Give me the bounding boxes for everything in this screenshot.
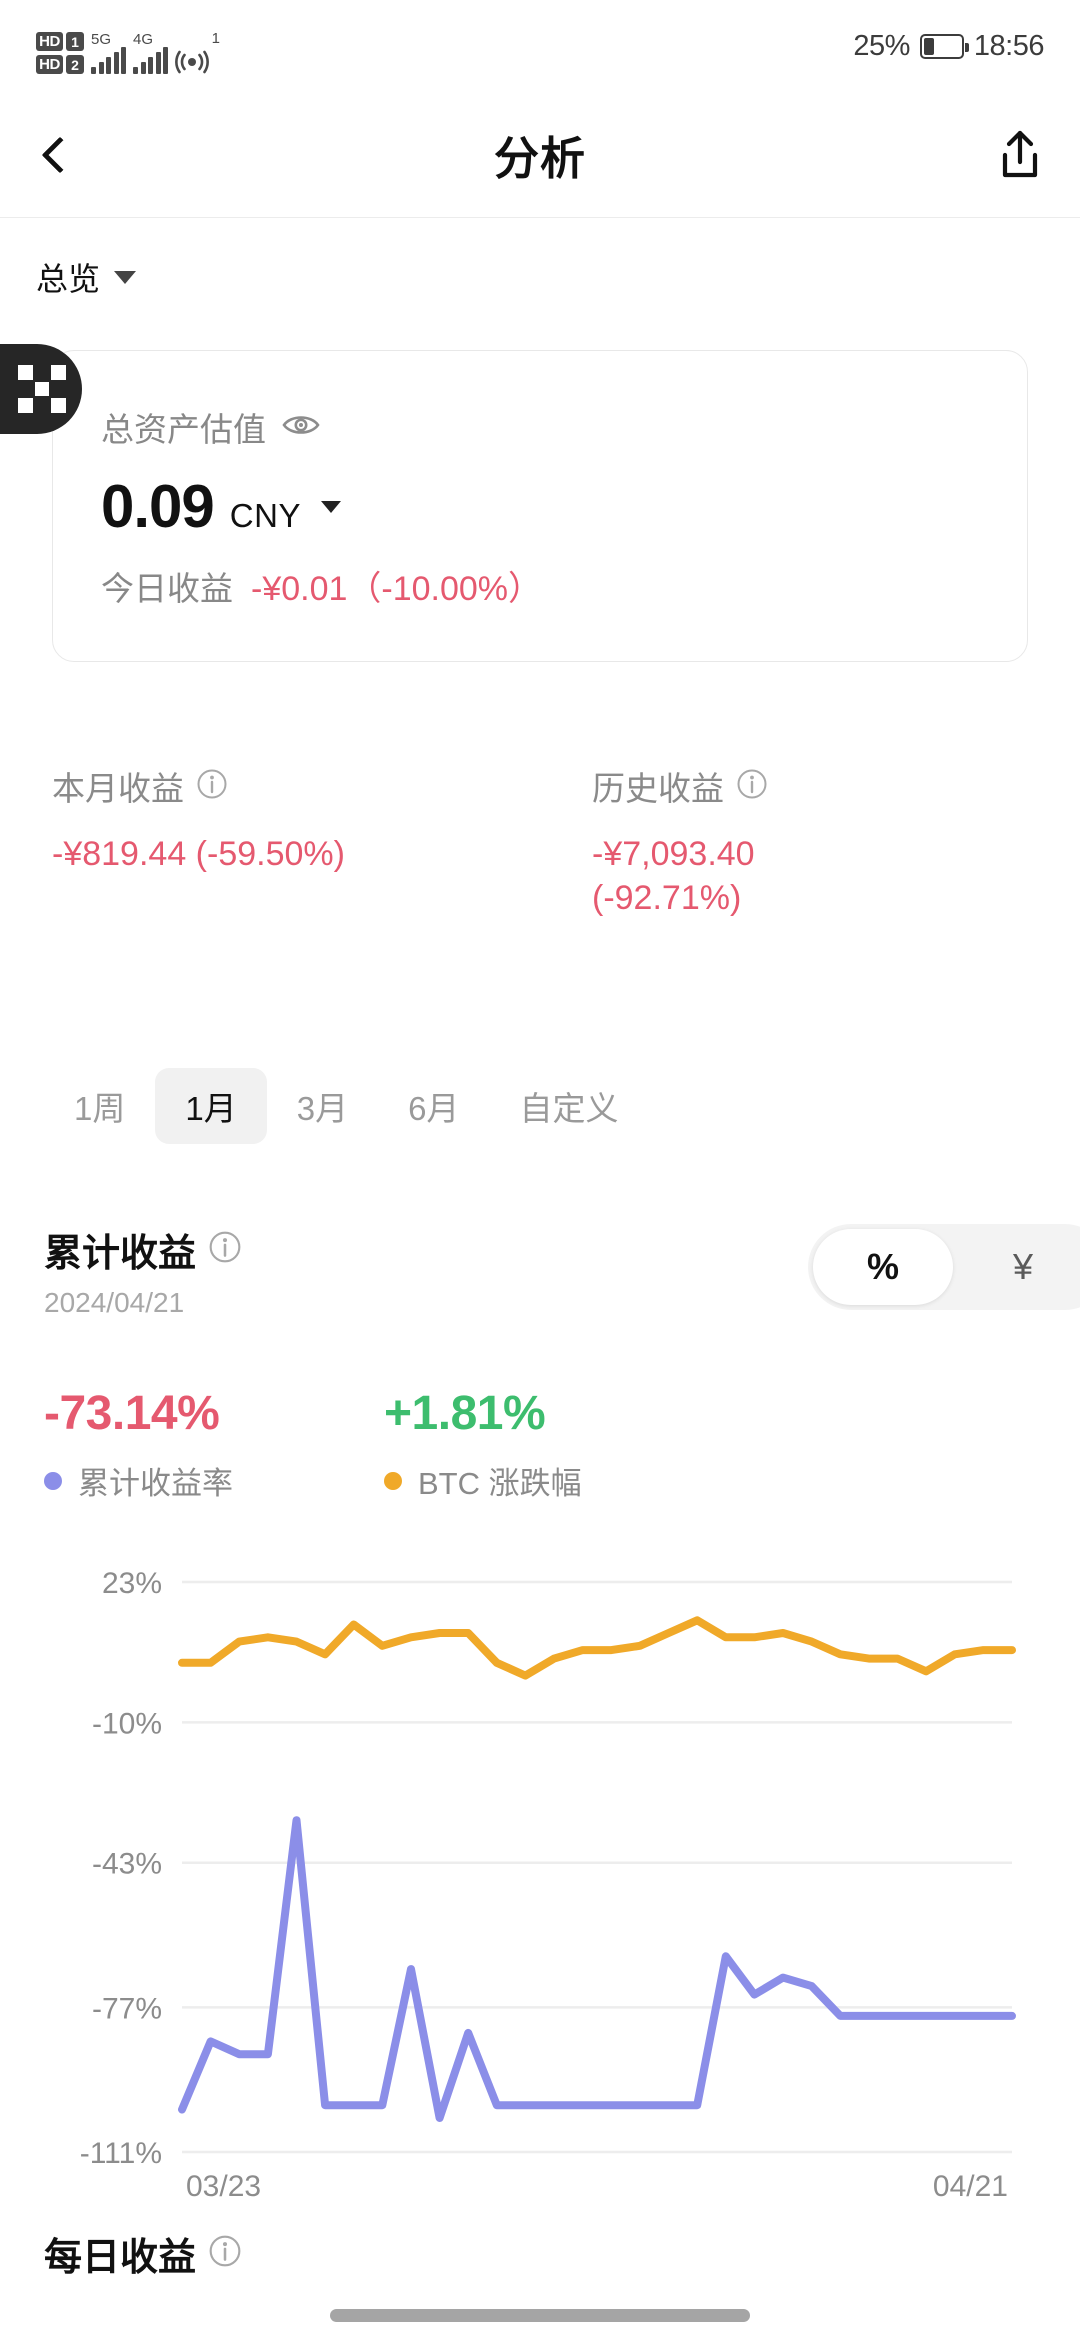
x-axis-tick-label: 03/23	[186, 2170, 261, 2200]
back-button[interactable]	[0, 136, 120, 173]
overview-label: 总览	[36, 261, 101, 297]
battery-icon	[919, 33, 969, 59]
chevron-left-icon	[41, 136, 79, 173]
signal-bars-icon	[91, 47, 126, 74]
hd-badge-icon: HD	[36, 32, 63, 51]
total-asset-amount: 0.09	[101, 473, 215, 540]
hd-badge-icon: HD	[36, 55, 63, 74]
chevron-down-icon	[114, 270, 137, 284]
total-asset-label-row: 总资产估值	[101, 403, 979, 451]
pnl-stats-grid: 本月收益 -¥819.44 (-59.50%) 历史收益	[52, 762, 1028, 920]
month-pnl-value: -¥819.44 (-59.50%)	[52, 835, 345, 873]
share-upload-icon	[1002, 130, 1038, 177]
legend-value-cumulative: -73.14%	[44, 1387, 220, 1440]
clock-label: 18:56	[973, 29, 1045, 62]
hotspot-icon	[175, 50, 209, 74]
y-axis-tick-label: -77%	[92, 1992, 162, 2025]
unit-toggle-currency[interactable]: ¥	[1012, 1246, 1034, 1287]
total-asset-amount-row: 0.09 CNY	[101, 477, 979, 537]
overview-selector[interactable]: 总览	[36, 254, 137, 300]
legend-label-cumulative: 累计收益率	[78, 1466, 233, 1501]
cumulative-pnl-date: 2024/04/21	[44, 1287, 185, 1318]
daily-pnl-title: 每日收益	[44, 2237, 197, 2279]
okx-logo-badge[interactable]	[0, 344, 82, 434]
sim2-indicator: HD 2	[36, 55, 84, 74]
sim2-number-icon: 2	[66, 55, 84, 74]
share-button[interactable]	[960, 129, 1080, 181]
total-asset-label: 总资产估值	[101, 411, 266, 448]
chart-series-line	[178, 1816, 1016, 2122]
home-indicator[interactable]	[330, 2309, 750, 2322]
info-icon[interactable]	[208, 2234, 242, 2273]
navigation-bar: 分析	[0, 92, 1080, 218]
legend-item-cumulative: -73.14% 累计收益率	[44, 1390, 384, 1503]
history-pnl-block: 历史收益 -¥7,093.40 (-92.71%)	[540, 762, 1028, 920]
network-type-label: 4G	[133, 31, 154, 48]
signal-4g: 4G	[133, 32, 168, 74]
y-axis-tick-label: 23%	[102, 1567, 162, 1600]
period-tab-6month[interactable]: 6月	[408, 1090, 460, 1127]
eye-icon[interactable]	[282, 411, 320, 444]
battery-percent-label: 25%	[853, 29, 910, 62]
legend-dot-icon	[44, 1471, 62, 1490]
month-pnl-label: 本月收益	[52, 770, 184, 807]
page-title: 分析	[493, 133, 586, 184]
status-bar-right: 25% 18:56	[853, 30, 1044, 63]
y-axis-tick-label: -111%	[80, 2137, 162, 2170]
cumulative-pnl-chart[interactable]: 23% -10% -43% -77% -111% 03/23 04/21	[0, 1540, 1080, 2200]
history-pnl-label: 历史收益	[592, 770, 724, 807]
legend-label-btc: BTC 涨跌幅	[418, 1466, 582, 1501]
signal-bars-icon	[133, 47, 168, 74]
legend-item-btc: +1.81% BTC 涨跌幅	[384, 1390, 724, 1503]
chart-legend: -73.14% 累计收益率 +1.81% BTC 涨跌幅	[44, 1390, 1044, 1503]
sim1-indicator: HD 1	[36, 32, 84, 51]
period-tab-1week[interactable]: 1周	[74, 1090, 126, 1127]
unit-toggle-percent[interactable]: %	[813, 1229, 953, 1305]
today-pnl-value: -¥0.01（-10.00%）	[251, 570, 543, 608]
okx-logo-icon	[18, 365, 66, 413]
period-tab-custom[interactable]: 自定义	[519, 1090, 619, 1127]
daily-pnl-header: 每日收益	[44, 2226, 242, 2281]
legend-value-btc: +1.81%	[384, 1387, 546, 1440]
month-pnl-block: 本月收益 -¥819.44 (-59.50%)	[52, 762, 540, 920]
period-tab-3month[interactable]: 3月	[296, 1090, 349, 1127]
legend-dot-icon	[384, 1471, 402, 1490]
chart-series-line	[178, 1616, 1016, 1680]
chart-canvas[interactable]: 23% -10% -43% -77% -111% 03/23 04/21	[0, 1540, 1080, 2200]
period-tabs: 1周 1月 3月 6月 自定义	[44, 1068, 648, 1144]
signal-5g: 5G	[91, 32, 126, 74]
y-axis-tick-label: -43%	[92, 1848, 162, 1881]
cumulative-pnl-header: 累计收益 2024/04/21	[44, 1222, 242, 1319]
network-type-label: 5G	[91, 31, 112, 48]
status-bar-left: HD 1 HD 2 5G 4G	[36, 18, 220, 74]
status-bar: HD 1 HD 2 5G 4G	[0, 0, 1080, 92]
asset-summary-card: 总资产估值 0.09 CNY 今日收益 -¥0.01（-10.00%）	[52, 350, 1028, 662]
info-icon[interactable]	[736, 768, 768, 805]
y-axis-tick-label: -10%	[92, 1707, 162, 1740]
cumulative-pnl-title: 累计收益	[44, 1233, 197, 1275]
sim1-number-icon: 1	[66, 32, 84, 51]
info-icon[interactable]	[208, 1230, 242, 1269]
hotspot-indicator: 1	[175, 30, 220, 74]
today-pnl-label: 今日收益	[101, 570, 233, 607]
sim-indicators: HD 1 HD 2	[36, 32, 84, 74]
x-axis-tick-label: 04/21	[933, 2170, 1008, 2200]
hotspot-count-label: 1	[211, 30, 220, 47]
unit-toggle[interactable]: % ¥	[808, 1224, 1080, 1310]
currency-label: CNY	[229, 497, 301, 534]
today-pnl-row: 今日收益 -¥0.01（-10.00%）	[101, 561, 979, 610]
info-icon[interactable]	[196, 768, 228, 805]
history-pnl-value: -¥7,093.40 (-92.71%)	[592, 835, 755, 918]
period-tab-1month[interactable]: 1月	[155, 1068, 267, 1144]
chevron-down-icon[interactable]	[320, 501, 341, 513]
